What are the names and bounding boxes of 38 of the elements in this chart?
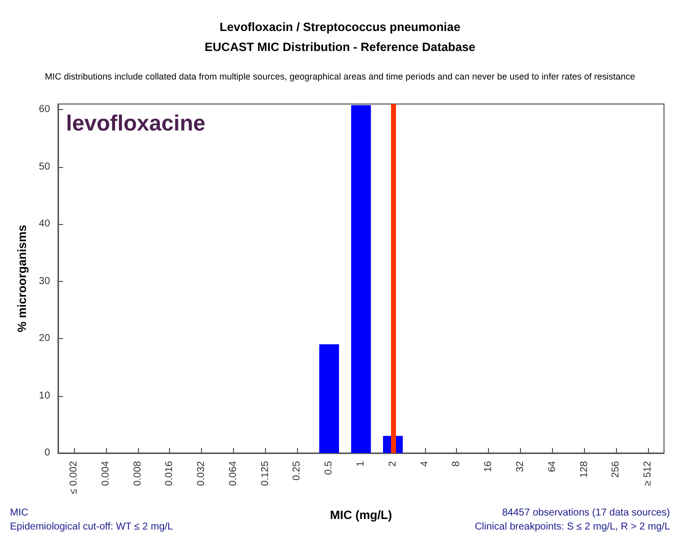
chart-subtitle: EUCAST MIC Distribution - Reference Database [204,40,476,54]
x-tick-label: 0.008 [132,460,144,486]
text: Epidemiological cut-off: WT ≤ 2 mg/L [10,522,174,532]
y-tick-label: 60 [38,104,50,116]
y-tick-label: 30 [38,276,50,287]
y-tick-label: 40 [38,218,50,230]
x-tick-label: 0.004 [100,460,112,486]
text: Clinical breakpoints: S ≤ 2 mg/L, R > 2 mg/L [474,522,670,532]
x-tick-label: 128 [578,460,590,478]
x-tick-label: 32 [514,460,526,472]
x-tick-label: 0.032 [196,460,208,486]
y-tick-label: 0 [44,448,50,458]
x-tick-label: 0.125 [260,460,271,486]
text: 84457 observations (17 data sources) [502,508,670,518]
x-tick-label: 64 [546,460,558,472]
chart-title: Levofloxacin / Streptococcus pneumoniae [220,20,461,34]
y-axis-title: % microorganisms [15,224,29,332]
annotation: levofloxacine [66,110,206,136]
x-tick-label: 0.016 [164,460,176,486]
x-axis-title: MIC (mg/L) [330,508,392,522]
bar [319,344,340,453]
x-tick-label: 16 [483,460,494,472]
text: MIC distributions include collated data from multiple sources, geographical areas and time periods and can never be used to infer rates of resistance [44,72,636,82]
bar [351,105,371,453]
x-tick-label: ≥ 512 [642,460,654,486]
x-tick-label: ≤ 0.002 [68,460,80,494]
x-tick-label: 0.5 [324,460,335,475]
x-tick-label: 4 [419,460,430,467]
x-tick-label: 1 [356,460,367,467]
y-tick-label: 20 [38,333,50,344]
x-tick-label: 256 [610,460,622,478]
text: MIC [10,508,28,518]
x-tick-label: 0.25 [292,460,303,480]
x-tick-label: 2 [387,460,398,467]
y-tick-label: 50 [38,161,50,172]
x-tick-label: 8 [451,460,462,467]
x-tick-label: 0.064 [228,460,239,486]
y-tick-label: 10 [38,390,50,402]
